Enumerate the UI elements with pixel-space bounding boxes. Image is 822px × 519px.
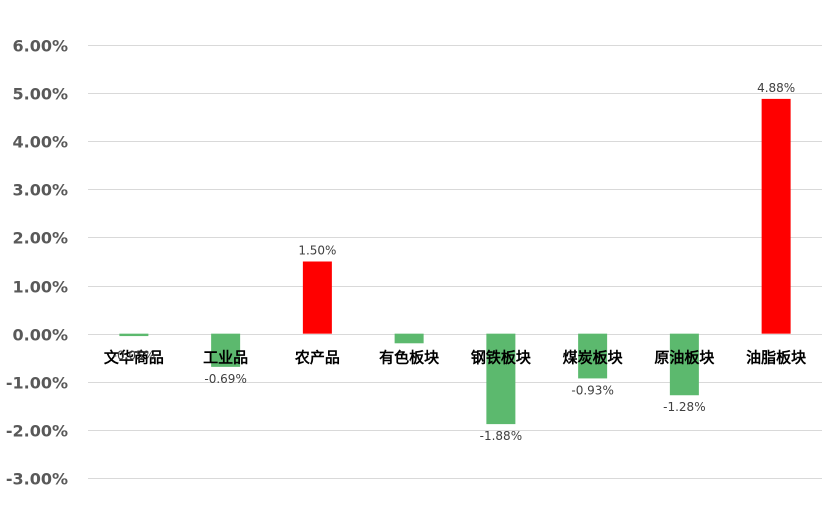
bar — [394, 333, 424, 344]
data-label: -1.88% — [480, 429, 522, 443]
bar — [119, 333, 149, 337]
bar — [211, 333, 241, 367]
y-tick-label: 3.00% — [12, 181, 68, 200]
gridlines — [88, 45, 822, 479]
x-tick-label: 文华商品 — [104, 349, 164, 367]
data-label: -0.93% — [571, 383, 613, 397]
bars — [119, 98, 791, 425]
bar — [302, 261, 332, 334]
data-label: 1.50% — [298, 244, 336, 258]
y-tick-label: -2.00% — [6, 422, 68, 441]
data-label: 4.88% — [757, 81, 795, 95]
y-tick-label: 5.00% — [12, 85, 68, 104]
y-tick-label: -3.00% — [6, 470, 68, 489]
bar — [761, 98, 791, 334]
y-tick-label: 0.00% — [12, 326, 68, 345]
bar — [578, 333, 608, 379]
y-tick-label: 1.00% — [12, 278, 68, 297]
data-label: -1.28% — [663, 400, 705, 414]
y-tick-label: 4.00% — [12, 133, 68, 152]
bar — [486, 333, 516, 425]
x-tick-label: 原油板块 — [654, 349, 715, 367]
x-tick-label: 有色板块 — [379, 349, 440, 367]
y-tick-label: 2.00% — [12, 229, 68, 248]
x-tick-label: 工业品 — [203, 349, 248, 367]
x-tick-label: 煤炭板块 — [563, 349, 624, 367]
x-tick-label: 钢铁板块 — [471, 349, 532, 367]
x-tick-label: 农产品 — [294, 349, 340, 367]
x-axis-ticks: 文华商品 工业品 农产品 有色板块 钢铁板块 煤炭板块 原油板块 油脂板块 — [104, 349, 807, 367]
data-labels: -0.05% -0.69% 1.50% -1.88% -0.93% -1.28% 4.88% — [113, 81, 796, 443]
data-label: -0.05% — [113, 349, 155, 363]
y-axis-ticks: 6.00% 5.00% 4.00% 3.00% 2.00% 1.00% 0.00% -1.00… — [6, 37, 68, 489]
x-tick-label: 油脂板块 — [746, 349, 807, 367]
y-tick-label: 6.00% — [12, 37, 68, 56]
bar — [669, 333, 699, 396]
data-label: -0.69% — [204, 372, 246, 386]
y-tick-label: -1.00% — [6, 374, 68, 393]
